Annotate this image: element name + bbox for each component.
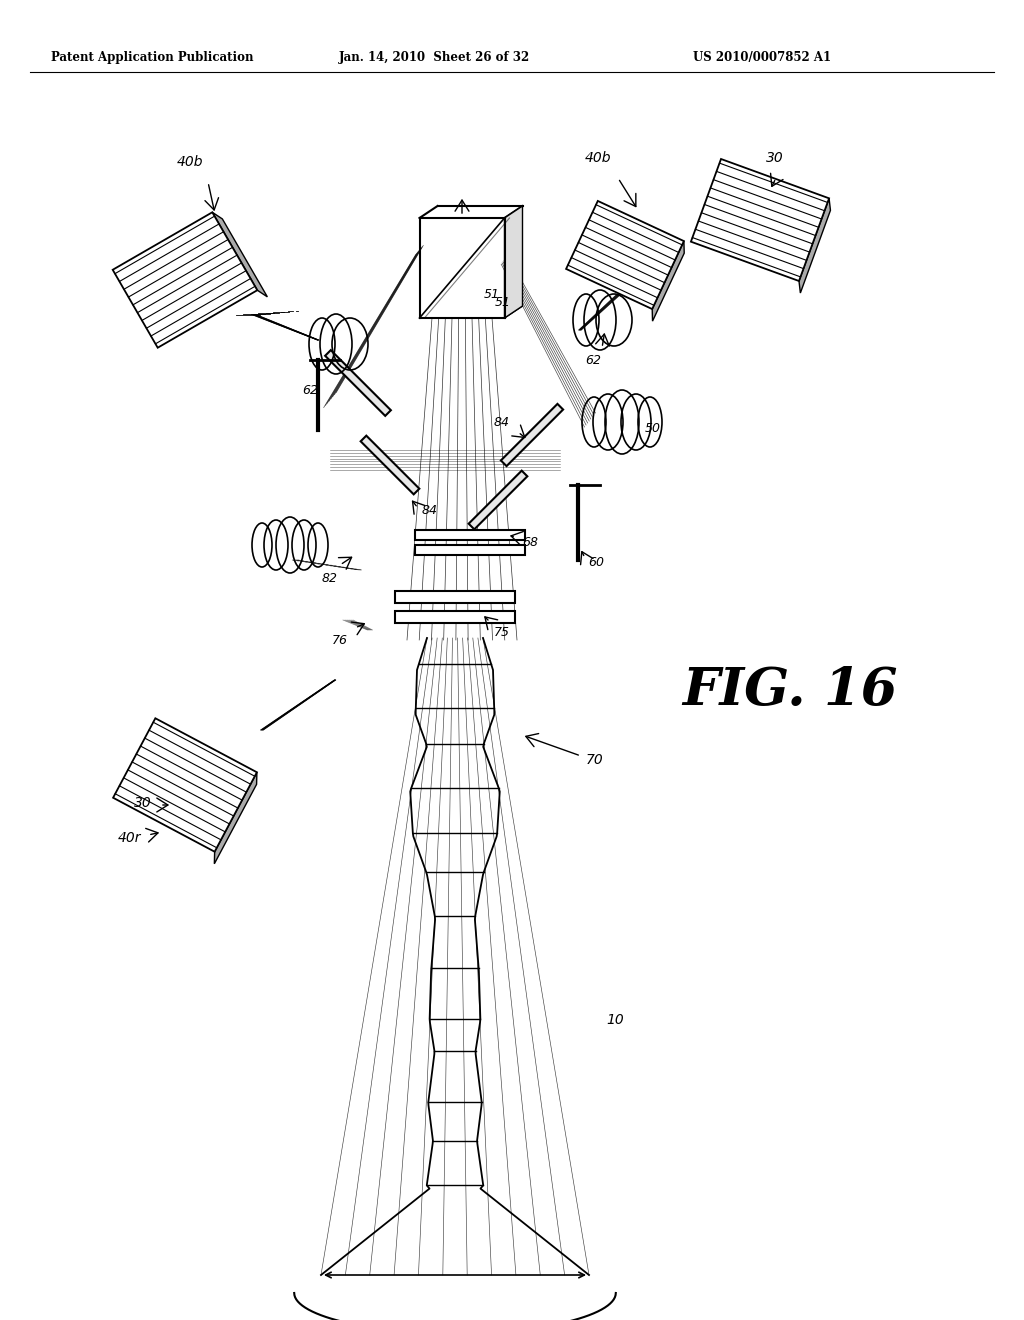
Polygon shape — [214, 772, 257, 863]
Text: Patent Application Publication: Patent Application Publication — [51, 50, 253, 63]
Text: US 2010/0007852 A1: US 2010/0007852 A1 — [693, 50, 831, 63]
Text: 68: 68 — [522, 536, 538, 549]
Text: FIG. 16: FIG. 16 — [682, 664, 898, 715]
Polygon shape — [113, 213, 257, 347]
Text: 30: 30 — [766, 150, 784, 165]
Text: 50: 50 — [645, 421, 662, 434]
Text: 84: 84 — [494, 416, 510, 429]
Text: 75: 75 — [494, 626, 510, 639]
Polygon shape — [505, 206, 522, 318]
Polygon shape — [652, 242, 684, 321]
Text: 62: 62 — [302, 384, 318, 396]
Polygon shape — [415, 545, 525, 554]
Polygon shape — [799, 198, 830, 293]
Text: 40b: 40b — [585, 150, 611, 165]
Text: 76: 76 — [332, 634, 348, 647]
Polygon shape — [395, 591, 515, 603]
Polygon shape — [212, 213, 267, 297]
Text: 60: 60 — [588, 556, 604, 569]
Polygon shape — [395, 611, 515, 623]
Text: 40r: 40r — [118, 832, 141, 845]
Polygon shape — [469, 471, 527, 529]
Text: 51: 51 — [495, 296, 511, 309]
Text: Jan. 14, 2010  Sheet 26 of 32: Jan. 14, 2010 Sheet 26 of 32 — [339, 50, 530, 63]
Text: 82: 82 — [322, 572, 338, 585]
Polygon shape — [501, 404, 563, 466]
Polygon shape — [691, 158, 829, 281]
Text: 30: 30 — [134, 796, 152, 810]
Text: 62: 62 — [585, 354, 601, 367]
Text: 84: 84 — [422, 503, 438, 516]
Polygon shape — [360, 436, 420, 495]
Polygon shape — [415, 531, 525, 540]
Polygon shape — [566, 201, 684, 309]
Polygon shape — [325, 350, 391, 416]
Text: 10: 10 — [606, 1012, 624, 1027]
Text: 51: 51 — [484, 289, 500, 301]
Polygon shape — [113, 718, 257, 851]
Text: 40b: 40b — [177, 154, 203, 169]
Text: 70: 70 — [586, 752, 604, 767]
